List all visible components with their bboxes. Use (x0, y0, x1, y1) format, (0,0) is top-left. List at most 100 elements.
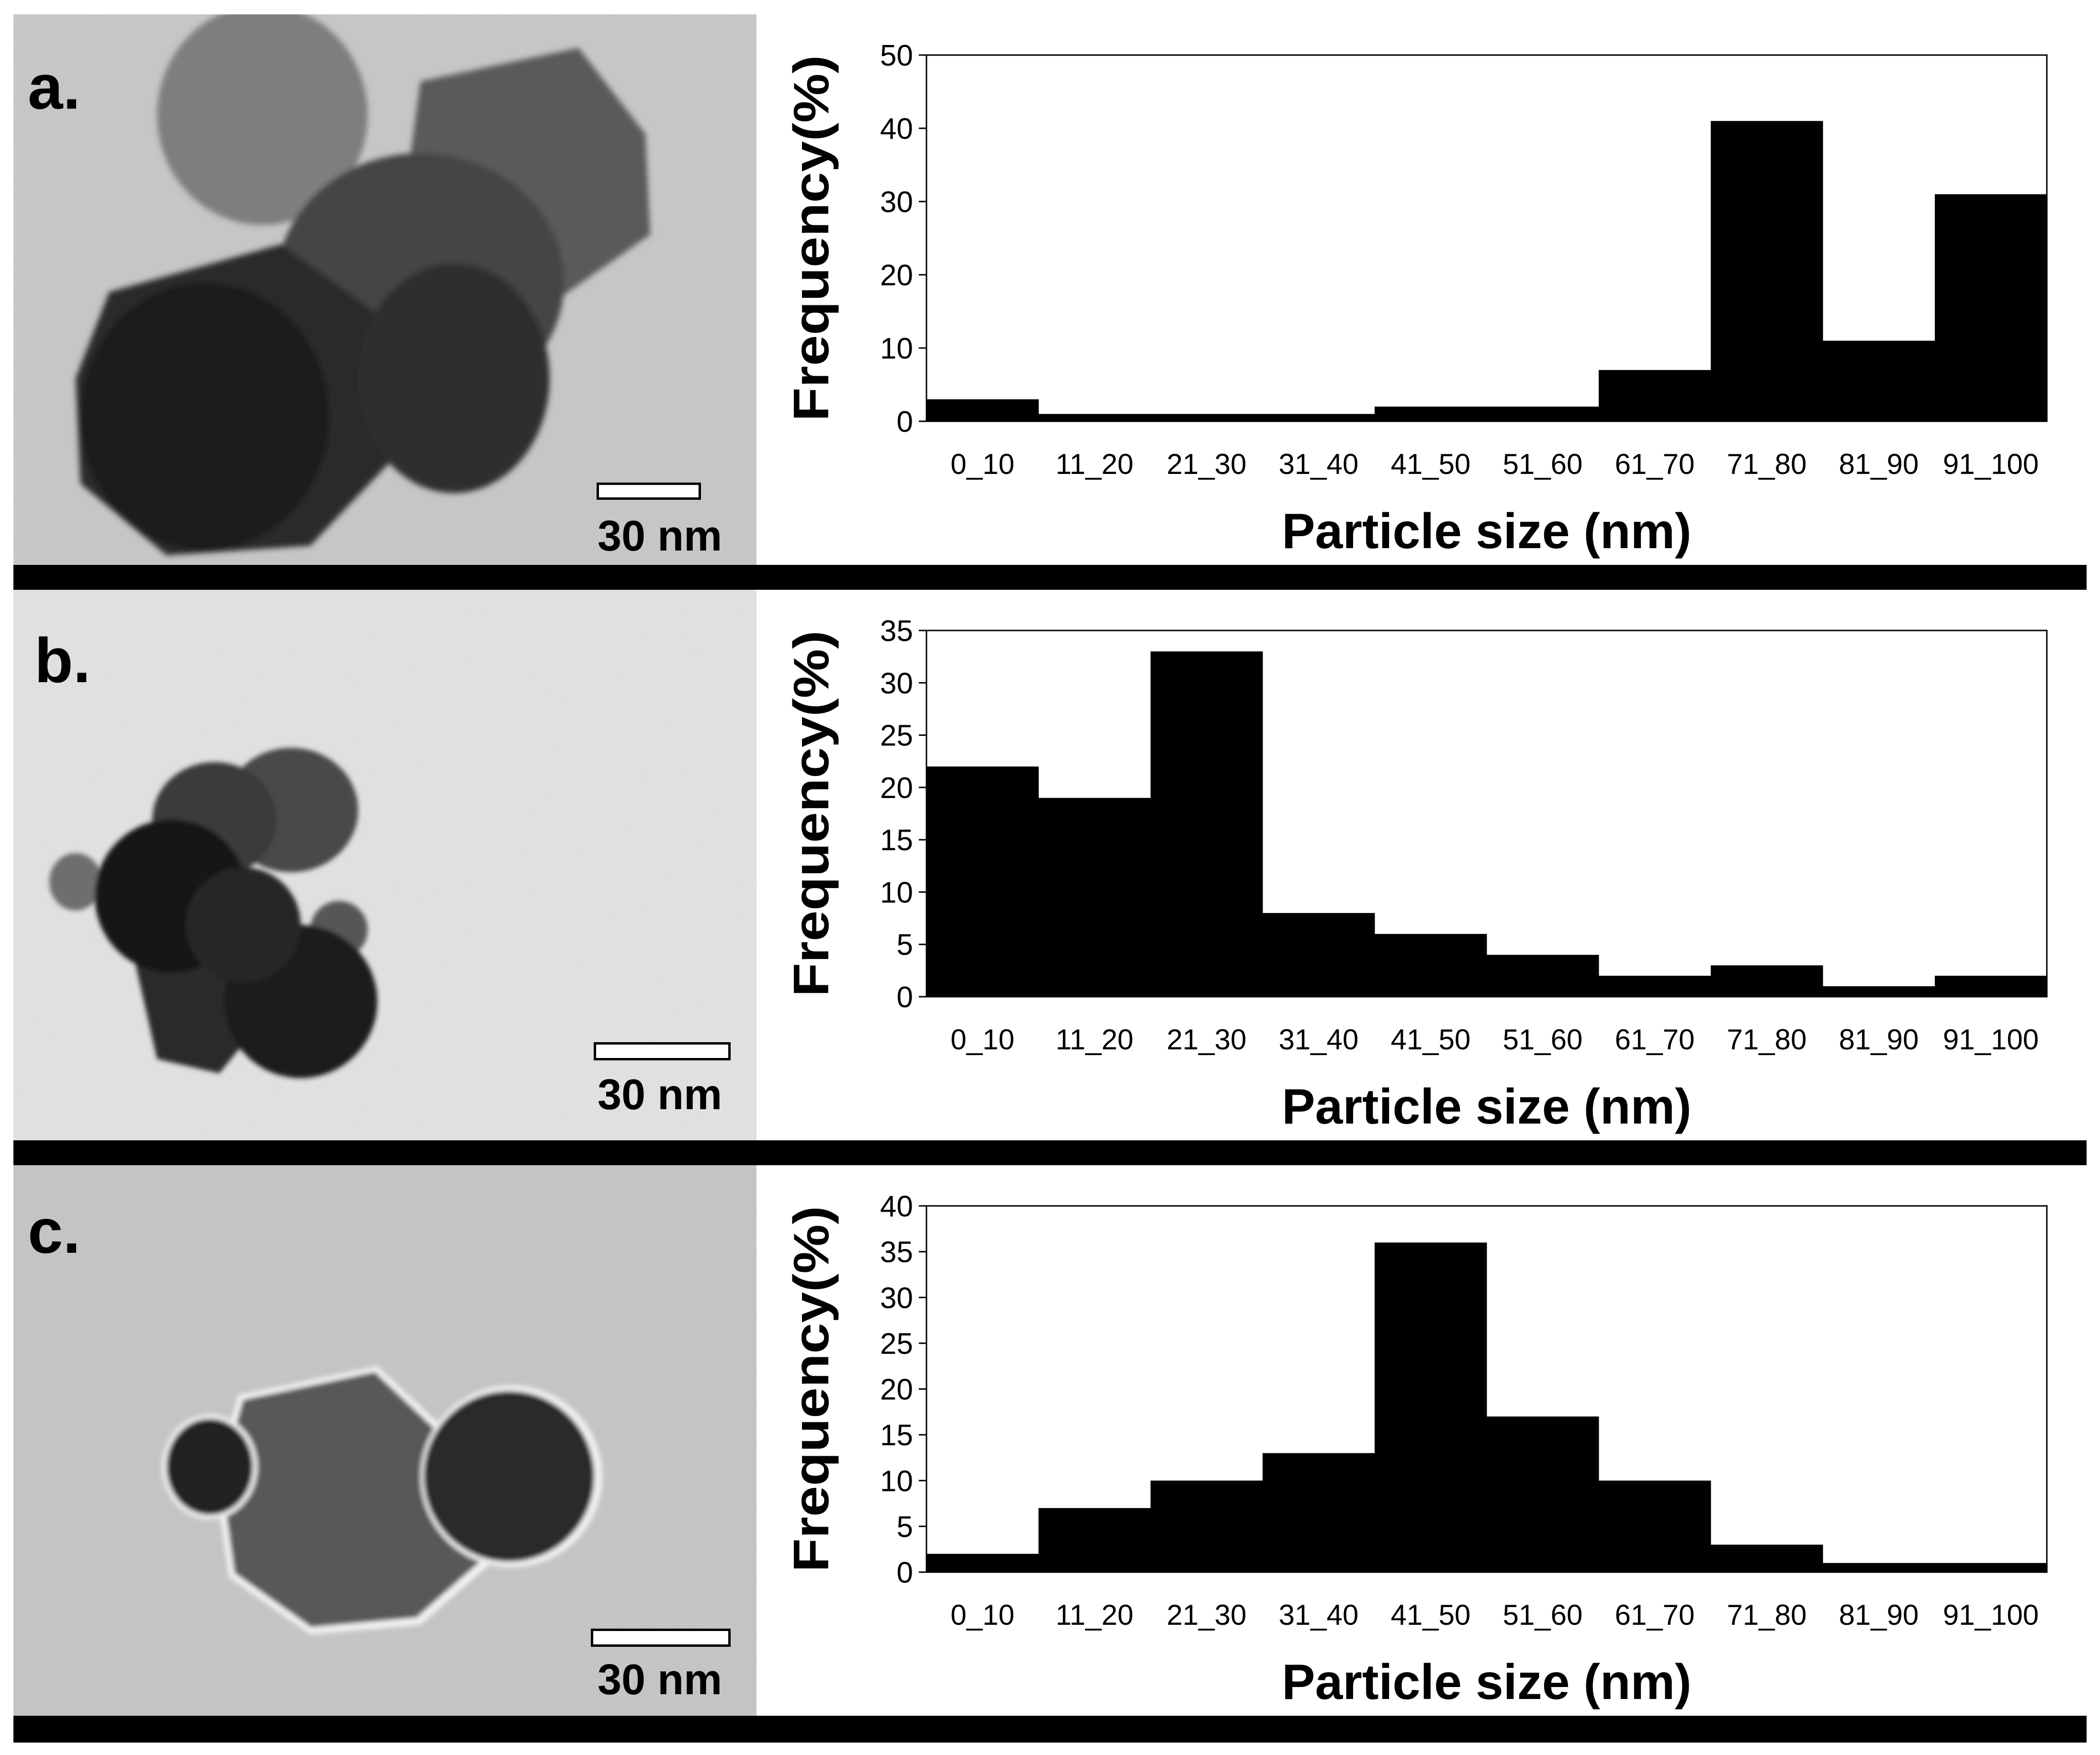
x-tick-label-b-21_30: 21_30 (1167, 1024, 1247, 1056)
panel-label-a: a. (28, 52, 81, 122)
bar-a-81_90 (1823, 340, 1935, 421)
y-tick-label-b-0: 0 (897, 981, 913, 1014)
separator-2 (13, 1140, 2087, 1165)
bar-c-41_50 (1375, 1242, 1487, 1572)
y-tick-label-b-15: 15 (880, 824, 913, 857)
scale-bar-a (597, 483, 701, 500)
x-tick-label-a-11_20: 11_20 (1056, 448, 1133, 480)
y-axis-title-a: Frequency(%) (784, 55, 839, 421)
bar-a-0_10 (926, 399, 1039, 421)
separator-1 (13, 565, 2087, 590)
separator-3 (13, 1716, 2087, 1743)
bar-b-51_60 (1487, 955, 1599, 997)
bar-b-0_10 (926, 766, 1039, 997)
x-tick-label-b-91_100: 91_100 (1943, 1024, 2039, 1056)
x-tick-label-b-71_80: 71_80 (1727, 1024, 1807, 1056)
histogram-c: 0 5 10 15 20 25 30 35 40 0_10 11_20 21_30 31_40 41_50… (784, 1190, 2048, 1710)
bar-a-71_80 (1711, 121, 1823, 421)
x-tick-label-b-41_50: 41_50 (1391, 1024, 1471, 1056)
y-tick-label-a-10: 10 (880, 332, 913, 365)
x-axis-title-b: Particle size (nm) (1282, 1079, 1691, 1135)
panel-label-b: b. (34, 625, 91, 696)
bar-c-61_70 (1599, 1480, 1711, 1572)
tem-micrograph-c: c. 30 nm (13, 1165, 756, 1716)
x-tick-label-b-11_20: 11_20 (1056, 1024, 1133, 1056)
y-tick-label-b-35: 35 (880, 615, 913, 648)
x-tick-label-c-11_20: 11_20 (1056, 1599, 1133, 1631)
y-tick-label-a-20: 20 (880, 259, 913, 292)
bar-c-81_90 (1823, 1563, 1935, 1572)
histogram-b: 0 5 10 15 20 25 30 35 0_10 11_20 21_30 31_40 41_50 51… (784, 615, 2048, 1135)
bar-c-91_100 (1935, 1563, 2047, 1572)
x-tick-label-a-21_30: 21_30 (1167, 448, 1247, 480)
scale-bar-b (594, 1042, 731, 1060)
x-tick-label-b-31_40: 31_40 (1279, 1024, 1359, 1056)
scale-bar-c (591, 1629, 731, 1647)
x-tick-label-a-0_10: 0_10 (950, 448, 1014, 480)
bar-c-11_20 (1039, 1508, 1151, 1572)
bar-b-61_70 (1599, 976, 1711, 997)
x-tick-label-a-91_100: 91_100 (1943, 448, 2039, 480)
scale-label-c: 30 nm (598, 1656, 723, 1704)
x-tick-label-a-61_70: 61_70 (1615, 448, 1695, 480)
bar-a-11_20 (1039, 414, 1151, 421)
y-tick-label-c-0: 0 (897, 1556, 913, 1589)
x-tick-label-c-0_10: 0_10 (950, 1599, 1014, 1631)
bar-b-91_100 (1935, 976, 2047, 997)
y-tick-label-c-40: 40 (880, 1190, 913, 1223)
x-tick-label-c-31_40: 31_40 (1279, 1599, 1359, 1631)
y-tick-label-c-20: 20 (880, 1373, 913, 1406)
y-tick-label-a-50: 50 (880, 39, 913, 72)
y-tick-label-c-10: 10 (880, 1465, 913, 1498)
y-axis-title-c: Frequency(%) (784, 1206, 839, 1572)
plot-frame-a (926, 54, 2048, 422)
bar-a-21_30 (1151, 414, 1263, 421)
panel-b: b. 30 nm 0 5 10 15 20 25 30 35 0_10 11_20 21_30 31_… (0, 590, 2100, 1140)
bar-b-71_80 (1711, 965, 1823, 997)
y-tick-label-a-30: 30 (880, 186, 913, 219)
y-tick-label-a-40: 40 (880, 112, 913, 146)
y-tick-label-c-35: 35 (880, 1236, 913, 1269)
x-axis-title-c: Particle size (nm) (1282, 1654, 1691, 1710)
x-tick-label-a-31_40: 31_40 (1279, 448, 1359, 480)
tem-micrograph-b: b. 30 nm (13, 590, 756, 1140)
x-tick-label-c-81_90: 81_90 (1839, 1599, 1919, 1631)
y-tick-label-c-15: 15 (880, 1419, 913, 1452)
bar-b-41_50 (1375, 934, 1487, 997)
x-tick-label-a-71_80: 71_80 (1727, 448, 1807, 480)
x-tick-label-b-0_10: 0_10 (950, 1024, 1014, 1056)
x-tick-label-c-21_30: 21_30 (1167, 1599, 1247, 1631)
panel-label-c: c. (28, 1196, 81, 1266)
bar-c-71_80 (1711, 1544, 1823, 1572)
y-tick-label-b-30: 30 (880, 667, 913, 700)
y-tick-label-c-25: 25 (880, 1328, 913, 1361)
bar-a-41_50 (1375, 406, 1487, 421)
x-tick-label-a-41_50: 41_50 (1391, 448, 1471, 480)
panel-a: a. 30 nm 0 10 20 30 40 50 0_10 11_20 21_30 31_40 4… (0, 14, 2100, 565)
y-tick-label-b-20: 20 (880, 772, 913, 805)
bar-a-51_60 (1487, 406, 1599, 421)
x-tick-label-b-81_90: 81_90 (1839, 1024, 1919, 1056)
y-tick-label-a-0: 0 (897, 405, 913, 439)
bar-a-61_70 (1599, 370, 1711, 421)
bar-b-31_40 (1263, 913, 1375, 997)
x-tick-label-a-51_60: 51_60 (1503, 448, 1583, 480)
bar-a-31_40 (1263, 414, 1375, 421)
x-tick-label-c-51_60: 51_60 (1503, 1599, 1583, 1631)
y-tick-label-c-5: 5 (897, 1510, 913, 1543)
y-tick-label-b-25: 25 (880, 720, 913, 753)
x-tick-label-c-61_70: 61_70 (1615, 1599, 1695, 1631)
scale-label-a: 30 nm (598, 512, 723, 560)
scale-label-b: 30 nm (598, 1071, 723, 1119)
y-axis-title-b: Frequency(%) (784, 630, 839, 997)
bar-c-0_10 (926, 1553, 1039, 1572)
histogram-a: 0 10 20 30 40 50 0_10 11_20 21_30 31_40 41_50 51_60… (784, 39, 2048, 559)
y-tick-label-c-30: 30 (880, 1282, 913, 1315)
bar-b-81_90 (1823, 986, 1935, 997)
bar-b-11_20 (1039, 798, 1151, 997)
panel-c: c. 30 nm 0 5 10 15 20 25 30 35 40 0_10 11_20 21_30 3… (0, 1165, 2100, 1716)
y-tick-label-b-10: 10 (880, 876, 913, 909)
bar-b-21_30 (1151, 651, 1263, 997)
x-tick-label-a-81_90: 81_90 (1839, 448, 1919, 480)
y-tick-label-b-5: 5 (897, 929, 913, 962)
